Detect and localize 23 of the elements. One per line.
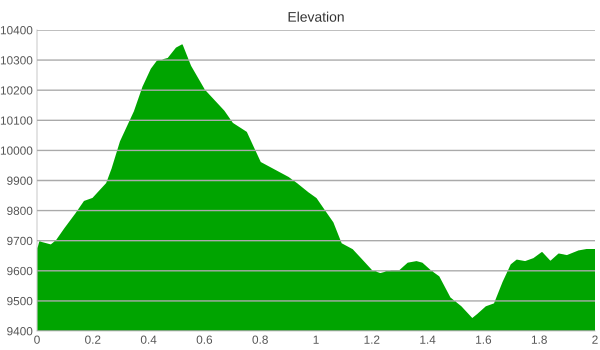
y-tick-label: 9600 <box>7 266 32 276</box>
y-tick-label: 9500 <box>7 296 32 306</box>
x-tick-label: 0.2 <box>85 335 100 344</box>
y-tick-label: 10400 <box>0 26 32 34</box>
y-tick-label: 9700 <box>7 236 32 246</box>
y-tick-label: 9400 <box>7 327 32 336</box>
x-tick-label: 2 <box>592 335 598 344</box>
x-tick-label: 1.6 <box>476 335 492 344</box>
x-tick-label: 1.8 <box>532 335 547 344</box>
y-tick-label: 10300 <box>0 56 32 64</box>
x-tick-label: 1.4 <box>420 336 436 344</box>
x-tick-label: 1.2 <box>364 335 380 344</box>
x-tick-label: 0.6 <box>196 335 212 344</box>
y-tick-label: 10000 <box>0 146 32 155</box>
x-tick-label: 0.4 <box>140 335 156 344</box>
x-tick-label: 1 <box>314 336 319 344</box>
y-tick-label: 10200 <box>0 86 32 95</box>
x-tick-label: 0 <box>34 335 40 344</box>
chart-title: Elevation <box>288 12 344 22</box>
x-tick-label: 0.8 <box>252 335 268 344</box>
y-tick-label: 9800 <box>7 206 32 215</box>
y-tick-label: 10100 <box>0 116 32 125</box>
y-tick-label: 9900 <box>7 176 32 185</box>
